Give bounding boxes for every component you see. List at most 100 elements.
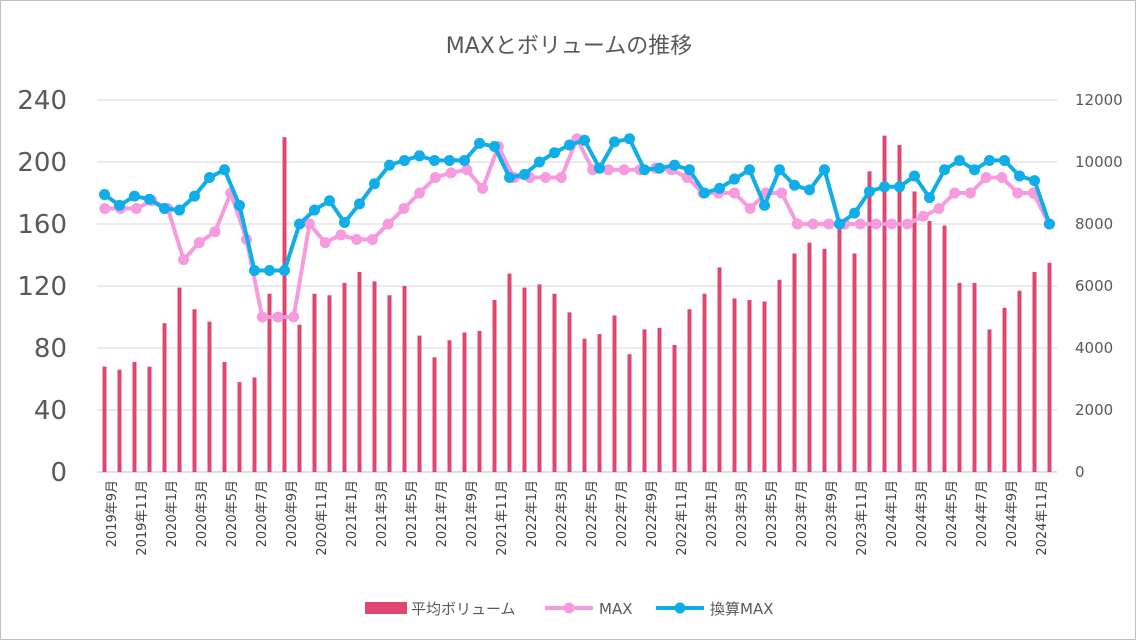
x-tick-label: 2022年7月 — [615, 480, 630, 547]
x-tick-label: 2023年1月 — [705, 480, 720, 547]
converted-max-point — [294, 218, 305, 230]
x-tick-label: 2023年9月 — [825, 480, 840, 547]
volume-bar — [147, 366, 152, 472]
volume-bar — [192, 309, 197, 472]
max-point — [288, 311, 300, 323]
converted-max-point — [309, 204, 320, 216]
volume-bar — [372, 281, 377, 472]
max-point — [130, 203, 142, 214]
converted-max-path — [103, 136, 1052, 273]
converted-max-point — [129, 190, 140, 202]
max-point — [854, 218, 866, 230]
volume-bar — [642, 329, 647, 472]
volume-bar — [477, 330, 482, 472]
legend-label-converted-max: 換算MAX — [710, 600, 773, 618]
converted-max-point — [699, 187, 710, 199]
right-tick-label: 8000 — [1075, 215, 1113, 233]
x-tick-label: 2024年5月 — [945, 480, 960, 547]
converted-max-point — [849, 207, 860, 219]
converted-max-point — [864, 185, 875, 197]
max-point — [901, 218, 913, 230]
converted-max-point — [489, 141, 500, 152]
volume-bar — [612, 315, 617, 472]
converted-max-point — [429, 154, 440, 166]
volume-bar — [732, 298, 737, 472]
volume-bar — [402, 286, 407, 472]
x-tick-label: 2021年1月 — [345, 480, 360, 547]
converted-max-point — [354, 198, 365, 210]
volume-bar — [177, 287, 182, 472]
converted-max-point — [999, 154, 1010, 166]
max-point — [540, 172, 552, 183]
max-point — [933, 203, 945, 214]
volume-bar — [417, 335, 422, 472]
left-tick-label: 160 — [17, 210, 67, 240]
converted-max-point — [834, 218, 845, 230]
converted-max-point — [264, 265, 275, 276]
volume-bar — [207, 321, 212, 472]
x-tick-label: 2024年1月 — [885, 480, 900, 547]
converted-max-line — [99, 133, 1055, 276]
volume-bar — [117, 369, 122, 472]
max-point — [949, 187, 961, 199]
converted-max-point — [1044, 218, 1055, 230]
converted-max-point — [594, 162, 605, 174]
max-point — [209, 226, 221, 238]
volume-bar — [267, 293, 272, 472]
left-tick-label: 80 — [34, 334, 67, 364]
volume-bar — [252, 377, 257, 472]
x-tick-label: 2020年5月 — [225, 480, 240, 547]
volume-bar — [867, 171, 872, 473]
converted-max-point — [1014, 170, 1025, 182]
volume-bar — [282, 137, 287, 472]
volume-bar — [1032, 272, 1037, 472]
volume-bar — [882, 135, 887, 472]
converted-max-point — [894, 181, 905, 193]
volume-bar — [942, 225, 947, 472]
right-axis: 0 2000 4000 6000 8000 10000 12000 — [1075, 91, 1123, 481]
volume-bar — [312, 293, 317, 472]
converted-max-point — [684, 164, 695, 176]
volume-bar — [972, 282, 977, 472]
x-tick-label: 2020年3月 — [195, 480, 210, 547]
converted-max-point — [714, 182, 725, 194]
converted-max-point — [369, 178, 380, 190]
max-point — [964, 187, 976, 199]
x-tick-label: 2024年7月 — [975, 480, 990, 547]
volume-bar — [822, 248, 827, 472]
volume-bar — [342, 282, 347, 472]
volume-bar — [462, 332, 467, 472]
left-tick-label: 240 — [17, 86, 67, 116]
volume-bar — [102, 366, 107, 472]
volume-bar — [507, 273, 512, 472]
converted-max-point — [969, 164, 980, 176]
volume-bar — [837, 225, 842, 472]
max-point — [728, 187, 740, 199]
max-point — [382, 218, 394, 230]
volume-bar — [162, 323, 167, 472]
volume-bar — [897, 144, 902, 472]
volume-bar — [597, 334, 602, 472]
converted-max-point — [549, 147, 560, 159]
converted-max-point — [579, 134, 590, 146]
converted-max-point — [984, 154, 995, 166]
converted-max-point — [339, 216, 350, 228]
volume-bar — [522, 287, 527, 472]
max-point — [414, 187, 426, 199]
converted-max-point — [669, 159, 680, 171]
x-tick-label: 2020年11月 — [315, 480, 330, 556]
volume-bar — [702, 293, 707, 472]
max-point — [193, 237, 205, 249]
x-tick-label: 2021年7月 — [435, 480, 450, 547]
volume-bar — [927, 220, 932, 472]
legend-label-volume: 平均ボリューム — [411, 600, 516, 618]
volume-bar — [717, 267, 722, 472]
x-tick-label: 2022年1月 — [525, 480, 540, 547]
volume-bar — [132, 361, 137, 472]
converted-max-point — [459, 154, 470, 166]
right-tick-label: 10000 — [1075, 153, 1123, 171]
max-point — [366, 234, 378, 245]
converted-max-point — [279, 265, 290, 276]
